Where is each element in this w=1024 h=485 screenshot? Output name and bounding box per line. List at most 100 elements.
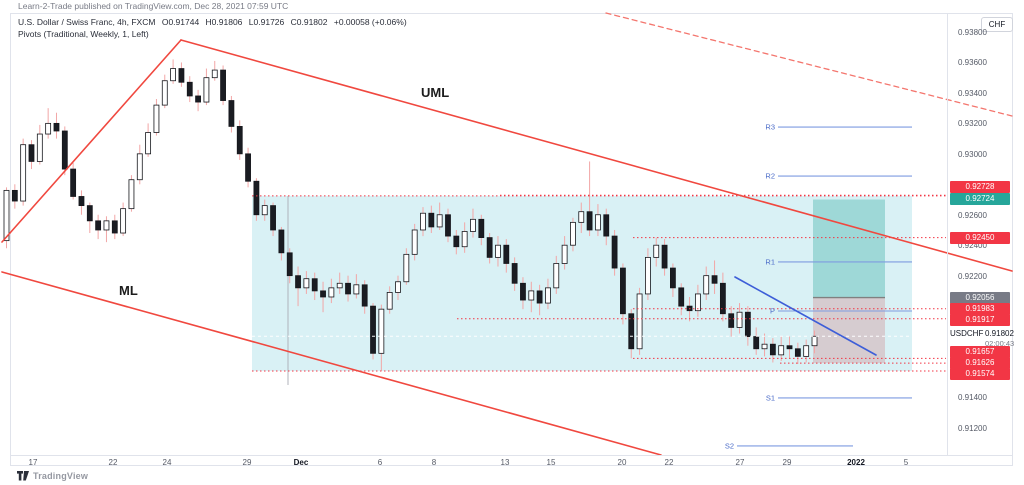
candle-body: [253, 180, 260, 216]
candle-body: [353, 284, 360, 295]
candle-body: [320, 290, 326, 298]
candle-body: [11, 189, 18, 202]
candle-body: [420, 212, 426, 231]
candle-body: [711, 275, 718, 284]
candle-body: [503, 244, 510, 264]
candle-body: [670, 267, 676, 289]
price-level-tag: 0.92724: [950, 193, 1010, 205]
price-axis[interactable]: CHF 0.93800 0.93600 0.93400 0.93200 0.93000 0…: [947, 13, 1014, 455]
indicator-row: Pivots (Traditional, Weekly, 1, Left): [18, 29, 149, 39]
candle-body: [295, 275, 301, 289]
price-tick-label: 0.93200: [958, 119, 987, 129]
candle-body: [61, 130, 68, 170]
ohlc-high: H0.91806: [205, 17, 243, 27]
time-tick-label: 22: [108, 458, 118, 467]
ohlc-open: O0.91744: [161, 17, 200, 27]
symbol-title: U.S. Dollar / Swiss Franc, 4h, FXCM: [18, 17, 156, 27]
price-tick-label: 0.92400: [958, 241, 987, 251]
ohlc-change: +0.00058 (+0.06%): [333, 17, 407, 27]
candle-body: [278, 229, 285, 254]
time-tick-label: 5: [903, 458, 909, 467]
candle-body: [603, 214, 610, 237]
blue-downtrend-trendline: [734, 276, 877, 356]
candle-body: [411, 229, 418, 255]
candle-body: [20, 144, 27, 202]
candle-body: [86, 205, 93, 222]
candle-body: [578, 211, 585, 223]
pivot-label-R3: R3: [765, 123, 775, 132]
candle-body: [228, 100, 235, 127]
time-tick-label: 29: [242, 458, 252, 467]
candle-body: [178, 68, 185, 83]
candle-body: [28, 144, 35, 162]
candle-body: [486, 237, 493, 258]
candle-body: [653, 244, 660, 258]
candle-body: [195, 95, 201, 103]
publish-attribution: Learn-2-Trade published on TradingView.c…: [18, 1, 289, 11]
candle-body: [753, 336, 760, 350]
candle-body: [470, 218, 476, 232]
tradingview-footer-link[interactable]: TradingView: [17, 470, 88, 482]
candle-body: [520, 282, 526, 301]
candle-body: [511, 263, 518, 284]
pivot-label-R2: R2: [765, 172, 775, 181]
candle-body: [211, 69, 218, 79]
time-tick-label: 27: [735, 458, 745, 467]
candle-body: [78, 196, 85, 207]
candle-body: [436, 214, 443, 228]
pivot-label-R1: R1: [765, 257, 775, 266]
candle-body: [694, 293, 701, 312]
candle-body: [161, 80, 168, 106]
candle-body: [95, 220, 102, 231]
candle-body: [478, 218, 485, 238]
candle-body: [203, 77, 210, 103]
candle-body: [794, 348, 801, 357]
price-level-tag: 0.91657: [950, 346, 1010, 358]
currency-toggle-button[interactable]: CHF: [981, 17, 1013, 32]
candle-body: [453, 235, 460, 248]
time-tick-label: 6: [377, 458, 383, 467]
last-price-symbol: USDCHF: [950, 329, 984, 338]
last-price-value: 0.91802: [985, 329, 1014, 338]
price-tick-label: 0.93800: [958, 28, 987, 37]
candle-body: [595, 214, 601, 231]
candle-body: [636, 293, 643, 350]
candle-body: [545, 287, 551, 304]
candle-body: [120, 208, 127, 234]
target-zone-box: [813, 199, 885, 298]
price-level-tag: 0.92450: [950, 232, 1010, 244]
time-tick-label: 15: [546, 458, 556, 467]
chart-legend: U.S. Dollar / Swiss Franc, 4h, FXCM O0.9…: [18, 17, 411, 39]
candle-body: [645, 256, 651, 295]
candle-body: [761, 343, 768, 350]
candle-body: [620, 267, 626, 315]
candle-body: [336, 282, 343, 289]
symbol-ohlc-row: U.S. Dollar / Swiss Franc, 4h, FXCM O0.9…: [18, 17, 411, 27]
time-axis[interactable]: 17 22 24 29 Dec 6 8 13 15 20 22 27 29 2022 5: [10, 455, 1013, 467]
upper-median-line-trendline: [180, 39, 1013, 272]
time-tick-label: 8: [431, 458, 437, 467]
pivot-label-S2: S2: [725, 441, 734, 450]
ml-annotation-label: ML: [119, 283, 138, 298]
candle-body: [786, 345, 793, 350]
price-level-tag: 0.91917: [950, 314, 1010, 326]
candle-body: [111, 220, 118, 234]
candle-body: [361, 284, 368, 307]
candle-body: [628, 313, 635, 350]
candle-body: [153, 104, 160, 133]
price-level-tag: 0.92056: [950, 292, 1010, 304]
candle-body: [170, 68, 177, 82]
candle-body: [495, 244, 501, 258]
candle-body: [136, 153, 143, 181]
candle-body: [345, 282, 351, 295]
candle-body: [561, 244, 568, 264]
tradingview-logo-icon: [17, 471, 29, 481]
uml-annotation-label: UML: [421, 85, 450, 100]
tradingview-logo-text: TradingView: [33, 471, 89, 481]
candle-body: [270, 205, 276, 231]
candle-body: [236, 126, 243, 155]
candle-body: [461, 231, 468, 248]
candle-body: [744, 311, 751, 337]
